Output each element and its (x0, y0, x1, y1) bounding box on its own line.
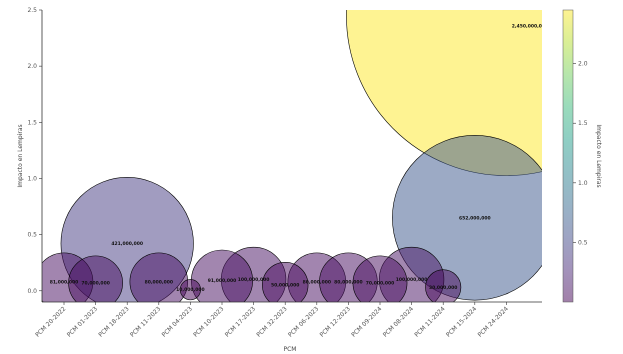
bubble-pcm-32-2023 (262, 262, 309, 302)
y-axis-ticks: 0.0 0.5 1.0 1.5 2.0 2.5 (27, 7, 42, 295)
bubble-value-label: 80,000,000 (303, 279, 331, 285)
bubble-pcm-04-2023 (179, 279, 201, 301)
y-tick-label: 0.5 (27, 232, 37, 239)
bubble-pcm-01-2023 (68, 255, 123, 302)
bubble-value-label: 91,000,000 (208, 278, 236, 284)
x-tick-label: PCM 01-2023 (66, 305, 99, 338)
x-axis-label: PCM (284, 346, 297, 353)
plot-axes (41, 10, 542, 303)
y-tick-label: 1.0 (27, 175, 37, 182)
x-tick-label: PCM 11-2023 (129, 305, 162, 338)
colorbar-tick-label: 2.0 (578, 61, 588, 68)
x-tick-label: PCM 12-2023 (319, 305, 352, 338)
bubble-value-label: 80,000,000 (334, 279, 362, 285)
x-tick-label: PCM 32-2023 (255, 305, 288, 338)
x-tick-label: PCM 17-2023 (224, 305, 257, 338)
x-tick-label: PCM 08-2024 (382, 305, 415, 338)
x-tick-label: PCM 24-2024 (477, 305, 510, 338)
bubble-pcm-11-2024 (425, 269, 462, 302)
x-tick-label: PCM 09-2024 (350, 305, 383, 338)
y-axis-label: Impacto en Lempiras (17, 124, 24, 187)
bubble-pcm-09-2024 (352, 255, 408, 302)
x-tick-label: PCM 11-2024 (413, 305, 446, 338)
x-tick-label: PCM 18-2023 (97, 305, 130, 338)
colorbar-tick-label: 0.5 (578, 239, 588, 246)
y-tick-label: 0.0 (27, 288, 37, 295)
x-tick-label: PCM 15-2024 (445, 305, 478, 338)
bubble-value-label: 50,000,000 (271, 283, 299, 289)
x-tick-label: PCM 10-2023 (192, 305, 225, 338)
bubble-value-label: 81,000,000 (50, 279, 78, 285)
bubble-value-label: 30,000,000 (429, 285, 457, 291)
x-tick-label: PCM 06-2023 (287, 305, 320, 338)
bubble-value-label: 100,000,000 (396, 277, 428, 283)
colorbar-tick-label: 1.0 (578, 180, 588, 187)
colorbar-tick-label: 1.5 (578, 120, 588, 127)
bubble-value-label: 652,000,000 (459, 215, 491, 221)
colorbar-gradient (562, 9, 574, 303)
bubble-layer (42, 10, 542, 302)
y-tick-label: 2.0 (27, 63, 37, 70)
bubble-value-label: 421,000,000 (111, 241, 143, 247)
bubble-value-label: 2,450,000,000 (512, 24, 548, 30)
bubble-value-label: 70,000,000 (366, 280, 394, 286)
bubble-value-label: 80,000,000 (145, 279, 173, 285)
y-tick-label: 2.5 (27, 7, 37, 14)
y-tick-label: 1.5 (27, 119, 37, 126)
bubble-value-label: 70,000,000 (81, 280, 109, 286)
x-tick-label: PCM 04-2023 (161, 305, 194, 338)
bubble-value-label: 100,000,000 (238, 277, 270, 283)
colorbar-label: Impacto en Lempiras (595, 124, 602, 187)
bubble-label-layer: 81,000,000 70,000,000421,000,00080,000,00… (50, 24, 548, 294)
bubble-value-label: 10,000,000 (176, 287, 204, 293)
colorbar: 0.5 1.0 1.5 2.0 (562, 9, 588, 303)
x-tick-label: PCM 20-2022 (34, 305, 67, 338)
